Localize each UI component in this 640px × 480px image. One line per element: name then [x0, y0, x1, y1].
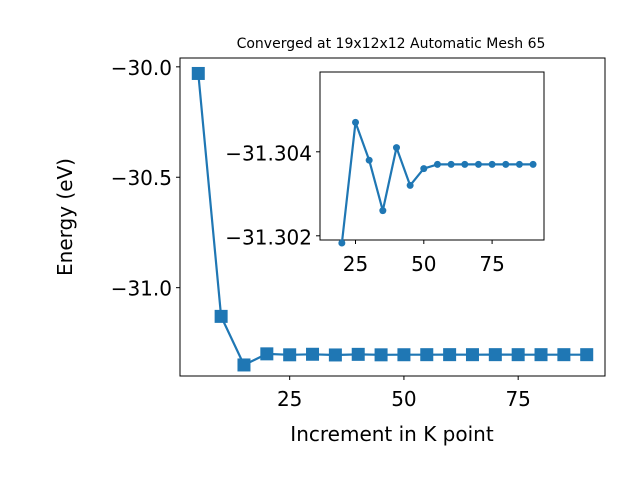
- x-axis-label: Increment in K point: [290, 422, 494, 446]
- main-x-ticks: 25 50 75: [277, 376, 531, 411]
- inset-data-point: [447, 160, 455, 168]
- main-y-ticks: −30.0 −30.5 −31.0: [111, 56, 180, 301]
- inset-y-ticks: −31.304 −31.302: [225, 141, 320, 249]
- main-data-point: [191, 66, 205, 80]
- inset-data-point: [461, 160, 469, 168]
- main-data-point: [534, 348, 548, 362]
- main-data-point: [488, 348, 502, 362]
- main-data-point: [306, 347, 320, 361]
- main-data-point: [465, 348, 479, 362]
- inset-data-point: [338, 239, 346, 247]
- inset-data-point: [420, 165, 428, 173]
- inset-data-point: [433, 160, 441, 168]
- main-y-tick-label: −30.5: [111, 166, 172, 190]
- main-data-point: [374, 348, 388, 362]
- main-data-point: [328, 348, 342, 362]
- inset-data-point: [406, 181, 414, 189]
- main-data-point: [557, 348, 571, 362]
- inset-data-point: [488, 160, 496, 168]
- inset-y-tick-label: −31.302: [225, 225, 312, 249]
- inset-data-point: [379, 207, 387, 215]
- main-data-point: [397, 348, 411, 362]
- inset-plot: 25 50 75 −31.304 −31.302: [225, 71, 545, 276]
- main-y-tick-label: −31.0: [111, 277, 172, 301]
- inset-plot-frame: [319, 71, 545, 241]
- main-x-tick-label: 75: [505, 387, 530, 411]
- main-data-point: [351, 347, 365, 361]
- inset-data-point: [365, 156, 373, 164]
- main-x-tick-label: 50: [391, 387, 416, 411]
- inset-x-tick-label: 50: [411, 252, 436, 276]
- main-data-point: [420, 348, 434, 362]
- main-data-point: [443, 348, 457, 362]
- inset-y-tick-label: −31.304: [225, 141, 312, 165]
- inset-data-point: [502, 160, 510, 168]
- main-data-point: [214, 309, 228, 323]
- chart-title: Converged at 19x12x12 Automatic Mesh 65: [237, 36, 546, 52]
- main-data-point: [511, 348, 525, 362]
- inset-data-point: [352, 118, 360, 126]
- main-data-point: [260, 347, 274, 361]
- inset-data-point: [392, 144, 400, 152]
- inset-x-tick-label: 75: [479, 252, 504, 276]
- main-data-point: [237, 358, 251, 372]
- inset-data-point: [515, 160, 523, 168]
- main-y-tick-label: −30.0: [111, 56, 172, 80]
- y-axis-label: Energy (eV): [53, 158, 77, 276]
- main-data-point: [580, 348, 594, 362]
- main-x-tick-label: 25: [277, 387, 302, 411]
- inset-series: [338, 118, 537, 247]
- inset-x-ticks: 25 50 75: [343, 240, 505, 276]
- inset-x-tick-label: 25: [343, 252, 368, 276]
- inset-data-point: [529, 160, 537, 168]
- main-data-point: [283, 348, 297, 362]
- inset-data-point: [474, 160, 482, 168]
- main-series: [191, 66, 594, 372]
